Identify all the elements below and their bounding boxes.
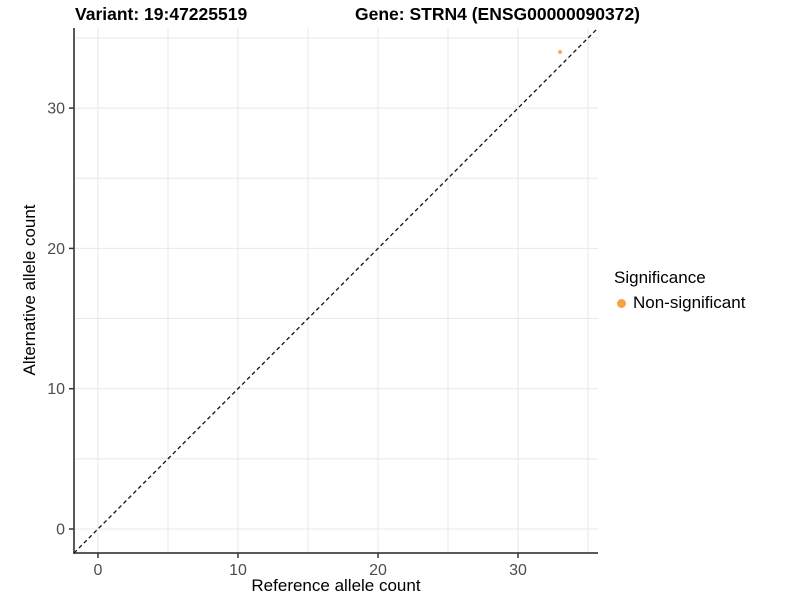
y-axis-title: Alternative allele count [20,204,39,376]
legend-item: Non-significant [614,293,745,313]
x-tick-label: 20 [369,562,387,579]
variant-title: Variant: 19:47225519 [75,4,248,24]
legend-point-icon [617,298,626,308]
legend-title: Significance [614,268,706,287]
x-tick-label: 10 [229,562,247,579]
gene-title: Gene: STRN4 (ENSG00000090372) [355,4,640,24]
x-tick-label: 0 [93,562,102,579]
y-tick-label: 20 [47,241,65,258]
x-axis-title: Reference allele count [251,576,421,595]
y-tick-label: 30 [47,101,65,118]
y-tick-label: 0 [56,522,65,539]
identity-line [73,27,599,554]
x-tick-label: 30 [509,562,527,579]
legend-item-label: Non-significant [633,293,746,312]
legend: Significance Non-significant [614,268,745,313]
data-point [558,50,562,54]
y-tick-label: 10 [47,381,65,398]
